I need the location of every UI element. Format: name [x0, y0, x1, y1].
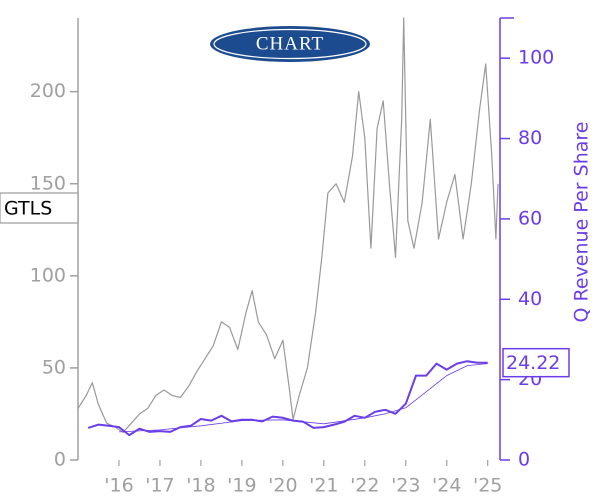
x-tick-label: '17 — [145, 475, 174, 497]
ticker-tag: GTLS — [0, 192, 79, 224]
y-tick-label: 100 — [30, 264, 66, 286]
y2-tick-label: 0 — [518, 449, 530, 471]
logo-badge — [210, 26, 370, 62]
x-tick-label: '22 — [350, 475, 379, 497]
x-tick-label: '20 — [268, 475, 297, 497]
x-tick-label: '16 — [104, 475, 133, 497]
y-tick-label: 200 — [30, 80, 66, 102]
series-line — [87, 360, 488, 437]
series-line — [77, 17, 499, 433]
logo: CHART — [210, 26, 370, 62]
logo-text: CHART — [256, 33, 324, 54]
y2-axis-label: Q Revenue Per Share — [571, 122, 593, 323]
ticker-text: GTLS — [4, 198, 52, 220]
y-tick-label: 50 — [42, 356, 66, 378]
end-value-box — [502, 347, 570, 378]
logo-ring — [213, 28, 367, 60]
y2-tick-label: 40 — [518, 288, 542, 310]
end-value-text: 24.22 — [506, 352, 560, 374]
y2-tick-label: 60 — [518, 207, 542, 229]
x-tick-label: '21 — [309, 475, 338, 497]
ticker-box — [0, 192, 79, 224]
y-tick-label: 150 — [30, 172, 66, 194]
y2-tick-label: 100 — [518, 47, 554, 69]
y-tick-label: 0 — [54, 449, 66, 471]
y2-tick-label: 80 — [518, 127, 542, 149]
x-tick-label: '19 — [227, 475, 256, 497]
series-line — [118, 363, 488, 433]
x-tick-label: '24 — [432, 475, 461, 497]
x-tick-label: '18 — [186, 475, 215, 497]
x-tick-label: '23 — [391, 475, 420, 497]
x-tick-label: '25 — [473, 475, 502, 497]
